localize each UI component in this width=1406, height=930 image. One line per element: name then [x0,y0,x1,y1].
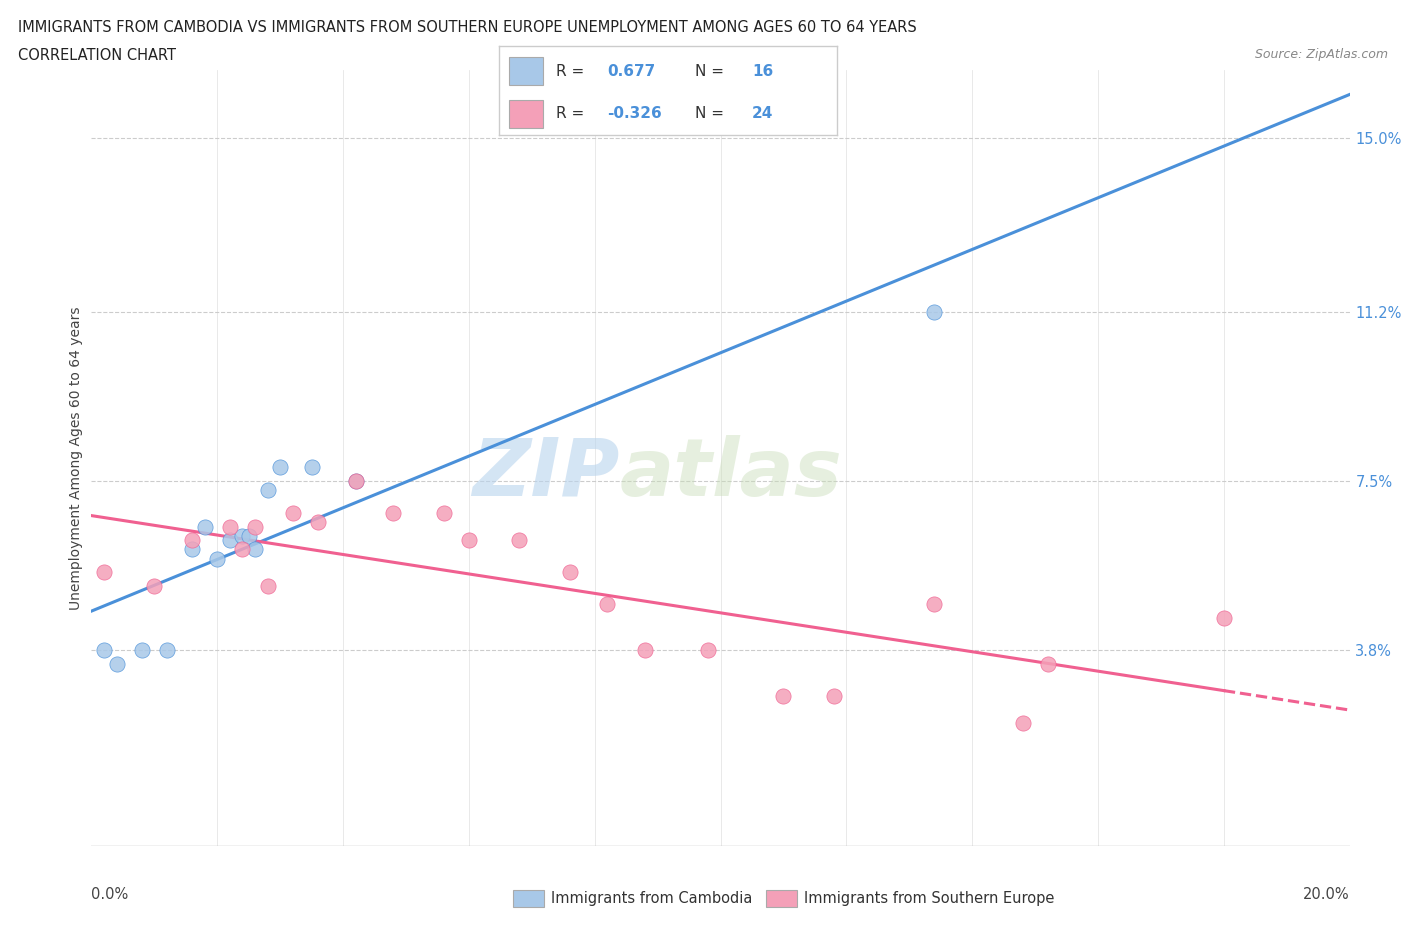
Text: IMMIGRANTS FROM CAMBODIA VS IMMIGRANTS FROM SOUTHERN EUROPE UNEMPLOYMENT AMONG A: IMMIGRANTS FROM CAMBODIA VS IMMIGRANTS F… [18,20,917,35]
Point [1011,715,1033,730]
Text: 0.677: 0.677 [607,64,655,79]
Text: 20.0%: 20.0% [1303,887,1350,902]
Point [1036,657,1059,671]
Point [231,542,253,557]
Point [243,542,266,557]
Text: Source: ZipAtlas.com: Source: ZipAtlas.com [1254,48,1388,61]
Point [301,459,323,474]
Point [281,505,304,520]
Point [924,597,946,612]
Text: 16: 16 [752,64,773,79]
Point [156,643,179,658]
Text: atlas: atlas [620,434,842,512]
Point [218,533,240,548]
Point [218,519,240,534]
Point [205,551,228,566]
Text: Immigrants from Cambodia: Immigrants from Cambodia [551,891,752,906]
Point [307,514,329,529]
Point [508,533,530,548]
Point [433,505,456,520]
Point [105,657,128,671]
Point [558,565,581,579]
Point [231,528,253,543]
Text: R =: R = [557,106,589,121]
Point [457,533,479,548]
Point [93,643,115,658]
Text: -0.326: -0.326 [607,106,662,121]
Point [194,519,217,534]
Point [823,688,845,703]
Point [924,304,946,319]
Text: N =: N = [695,64,728,79]
Point [256,483,278,498]
Y-axis label: Unemployment Among Ages 60 to 64 years: Unemployment Among Ages 60 to 64 years [69,306,83,610]
Text: 24: 24 [752,106,773,121]
Point [596,597,619,612]
Text: 0.0%: 0.0% [91,887,128,902]
Bar [509,57,543,86]
Point [1212,610,1236,625]
Text: Immigrants from Southern Europe: Immigrants from Southern Europe [804,891,1054,906]
Text: R =: R = [557,64,589,79]
Point [256,578,278,593]
Text: N =: N = [695,106,728,121]
Point [93,565,115,579]
Point [269,459,291,474]
Text: ZIP: ZIP [472,434,620,512]
Point [344,473,367,488]
Point [143,578,166,593]
Point [181,542,204,557]
Bar [509,100,543,127]
Point [131,643,153,658]
Point [382,505,405,520]
Point [181,533,204,548]
Point [238,528,260,543]
Point [697,643,720,658]
Point [243,519,266,534]
Text: CORRELATION CHART: CORRELATION CHART [18,48,176,63]
Point [634,643,657,658]
Point [772,688,794,703]
Point [344,473,367,488]
